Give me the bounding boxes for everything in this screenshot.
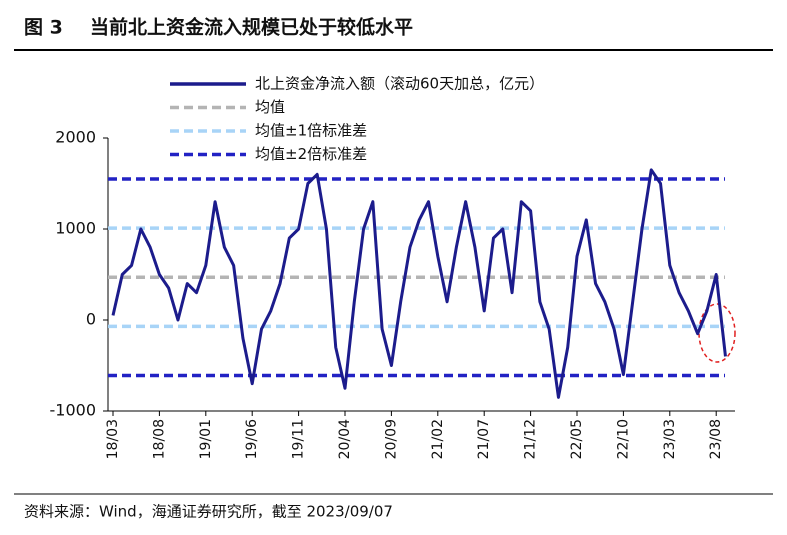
source: 资料来源：Wind，海通证券研究所，截至 2023/09/07 <box>24 503 393 521</box>
highlight-ellipse <box>698 303 736 363</box>
x-tick-label: 21/02 <box>430 419 446 459</box>
legend-label: 北上资金净流入额（滚动60天加总，亿元） <box>255 75 544 93</box>
x-tick-label: 19/01 <box>198 419 214 459</box>
x-tick-label: 19/11 <box>291 419 307 459</box>
x-tick-label: 18/03 <box>105 419 121 459</box>
figure-label: 图 3 <box>24 17 63 39</box>
x-tick-label: 22/05 <box>569 419 585 459</box>
x-tick-label: 22/10 <box>615 419 631 459</box>
y-tick-label: 0 <box>86 310 96 329</box>
x-tick-label: 23/03 <box>662 419 678 459</box>
data-line <box>111 168 727 399</box>
legend-label: 均值 <box>255 98 285 116</box>
x-tick-label: 19/06 <box>244 419 260 459</box>
y-tick-label: -1000 <box>50 401 97 420</box>
x-tick-label: 23/08 <box>708 419 724 459</box>
legend-label: 均值±1倍标准差 <box>255 122 367 140</box>
y-tick-label: 1000 <box>55 219 96 238</box>
chart-title: 当前北上资金流入规模已处于较低水平 <box>90 16 413 39</box>
x-tick-label: 21/12 <box>523 419 539 459</box>
x-tick-label: 18/08 <box>151 419 167 459</box>
y-tick-label: 2000 <box>55 128 96 147</box>
x-tick-label: 21/07 <box>476 419 492 459</box>
legend-label: 均值±2倍标准差 <box>255 145 367 163</box>
x-tick-label: 20/09 <box>383 419 399 459</box>
x-tick-label: 20/04 <box>337 419 353 459</box>
